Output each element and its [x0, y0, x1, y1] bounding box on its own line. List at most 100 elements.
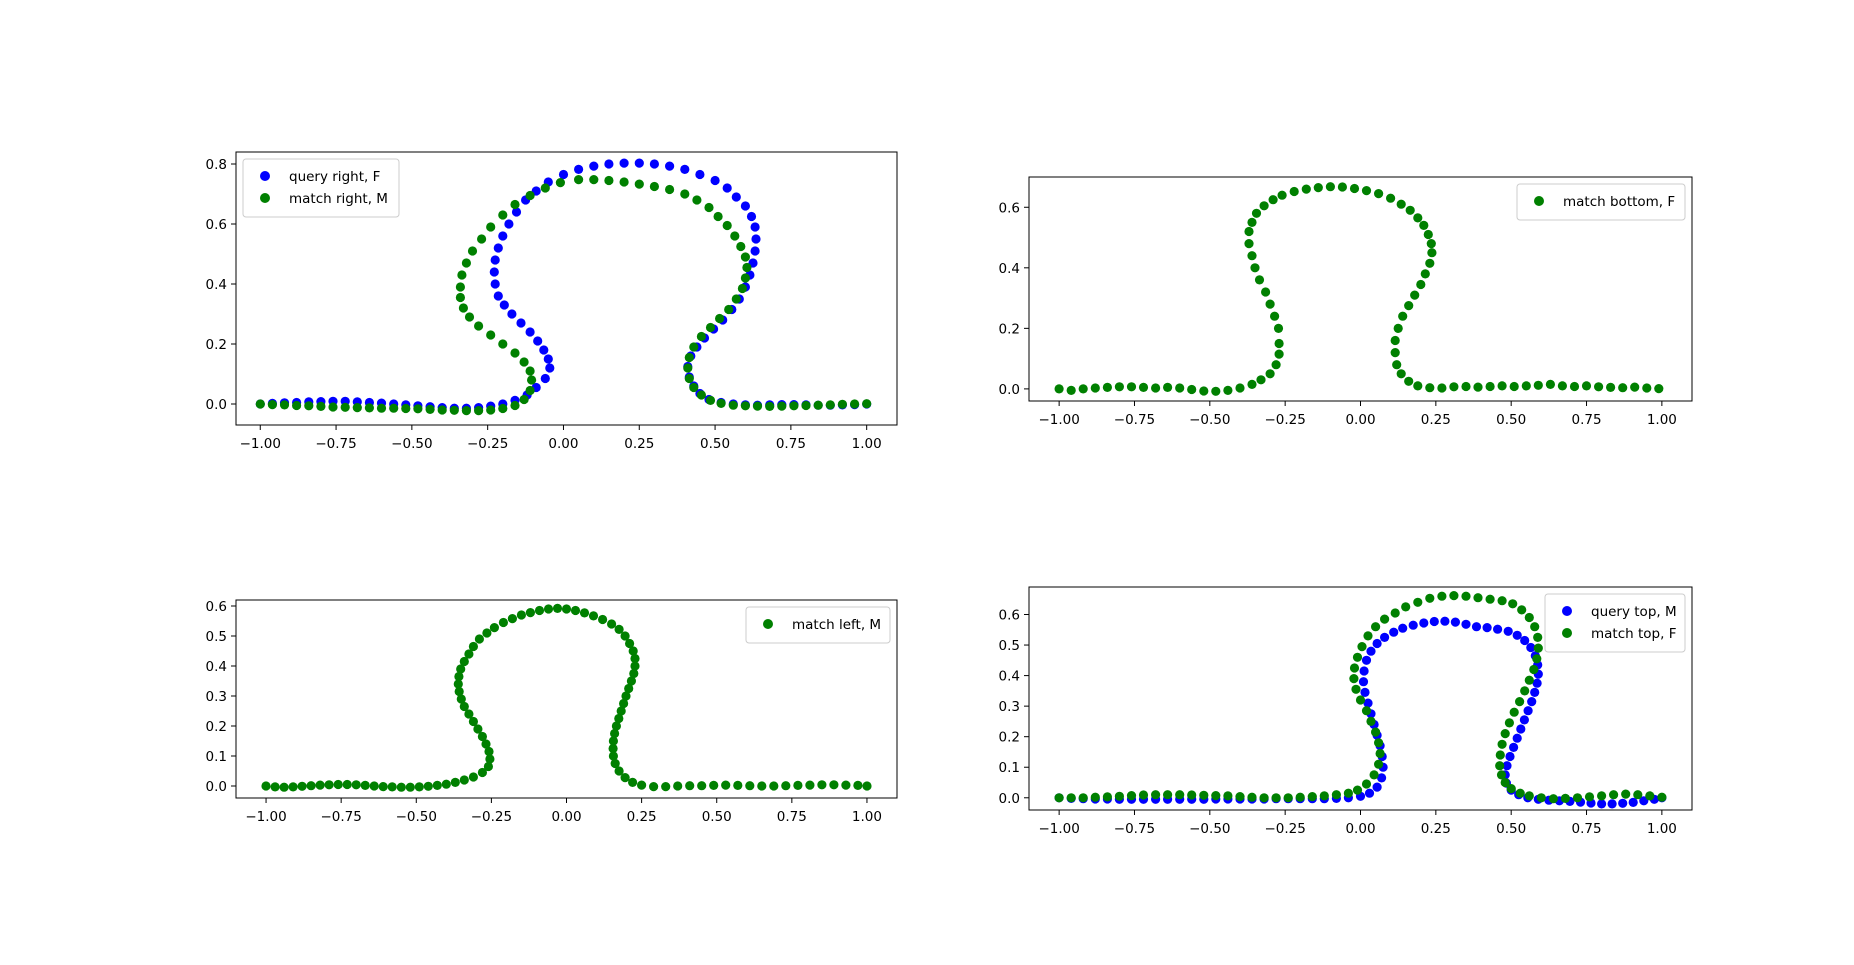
scatter-point — [1450, 617, 1460, 627]
scatter-point — [498, 339, 508, 349]
scatter-point — [1352, 652, 1363, 662]
scatter-point — [689, 342, 699, 352]
scatter-point — [484, 746, 494, 757]
scatter-point — [1211, 791, 1221, 801]
scatter-point — [683, 363, 693, 373]
scatter-point — [351, 780, 361, 790]
scatter-point — [1054, 384, 1064, 394]
scatter-point — [1151, 790, 1161, 800]
scatter-point — [1533, 632, 1543, 643]
scatter-point — [270, 782, 280, 792]
scatter-point — [498, 231, 508, 241]
y-tick-label: 0.2 — [999, 321, 1020, 337]
scatter-point — [1401, 602, 1411, 612]
scatter-point — [624, 683, 634, 694]
scatter-point — [461, 258, 471, 268]
scatter-point — [742, 262, 752, 273]
x-tick-label: 1.00 — [1647, 412, 1677, 428]
x-tick-label: 0.25 — [1421, 412, 1451, 428]
scatter-point — [1584, 792, 1595, 802]
scatter-point — [473, 724, 483, 734]
scatter-point — [1223, 385, 1233, 395]
scatter-point — [493, 243, 503, 253]
legend: match bottom, F — [1516, 183, 1686, 221]
scatter-point — [1609, 790, 1619, 800]
scatter-point — [634, 179, 644, 189]
scatter-point — [1628, 797, 1638, 808]
x-tick-label: 0.25 — [624, 436, 654, 452]
scatter-point — [1425, 593, 1435, 603]
scatter-point — [750, 222, 760, 232]
scatter-point — [825, 400, 835, 410]
scatter-point — [685, 781, 695, 791]
scatter-point — [817, 780, 827, 790]
scatter-point — [464, 709, 474, 719]
scatter-point — [724, 304, 734, 315]
scatter-point — [1392, 360, 1402, 370]
scatter-point — [1557, 381, 1567, 391]
scatter-point — [1509, 707, 1519, 717]
scatter-point — [1247, 217, 1257, 227]
scatter-point — [680, 189, 690, 199]
scatter-point — [481, 739, 491, 749]
scatter-point — [525, 608, 536, 618]
scatter-point — [746, 211, 757, 222]
legend: query top, M match top, F — [1544, 593, 1686, 653]
y-tick-label: 0.4 — [999, 261, 1020, 277]
x-tick-label: −0.50 — [1189, 821, 1230, 837]
scatter-point — [705, 395, 716, 405]
x-tick-label: −1.00 — [245, 809, 286, 825]
scatter-point — [378, 782, 388, 792]
scatter-point — [665, 184, 675, 195]
scatter-point — [1461, 381, 1471, 392]
scatter-point — [614, 624, 624, 635]
scatter-point — [477, 767, 487, 778]
scatter-point — [1372, 782, 1382, 792]
series-2 — [1054, 591, 1667, 804]
scatter-point — [1517, 605, 1527, 615]
scatter-point — [459, 701, 469, 712]
scatter-point — [255, 399, 265, 409]
scatter-point — [625, 638, 635, 649]
scatter-point — [1449, 591, 1459, 601]
y-tick-label: 0.0 — [206, 779, 227, 795]
scatter-point — [489, 623, 499, 633]
scatter-point — [1283, 793, 1293, 803]
y-tick-label: 0.4 — [206, 277, 227, 293]
scatter-point — [561, 604, 572, 614]
scatter-point — [1389, 627, 1399, 637]
x-tick-label: 0.50 — [1496, 412, 1526, 428]
scatter-point — [751, 234, 761, 244]
scatter-point — [1645, 791, 1655, 801]
scatter-point — [598, 614, 608, 625]
scatter-point — [324, 780, 334, 790]
scatter-point — [1277, 190, 1287, 200]
scatter-point — [1521, 381, 1531, 391]
scatter-point — [649, 782, 659, 792]
scatter-point — [486, 405, 496, 415]
scatter-point — [728, 400, 738, 410]
scatter-point — [1413, 213, 1423, 223]
scatter-point — [1358, 677, 1369, 687]
x-tick-label: −0.75 — [315, 436, 356, 452]
scatter-point — [1524, 675, 1534, 685]
scatter-point — [1360, 687, 1370, 698]
scatter-point — [511, 207, 522, 217]
scatter-point — [519, 394, 529, 405]
legend-box — [1516, 183, 1686, 221]
scatter-point — [1274, 349, 1284, 359]
scatter-point — [1413, 597, 1423, 607]
scatter-point — [1473, 382, 1483, 392]
scatter-point — [1066, 793, 1076, 803]
scatter-point — [1471, 622, 1482, 632]
scatter-point — [1398, 623, 1408, 633]
scatter-point — [1532, 654, 1542, 664]
scatter-point — [1163, 382, 1173, 392]
scatter-point — [801, 400, 811, 411]
series-1 — [261, 603, 872, 792]
scatter-point — [1505, 751, 1515, 762]
scatter-point — [464, 649, 474, 659]
data-points — [1054, 591, 1667, 809]
scatter-point — [387, 782, 397, 792]
scatter-point — [608, 743, 618, 754]
